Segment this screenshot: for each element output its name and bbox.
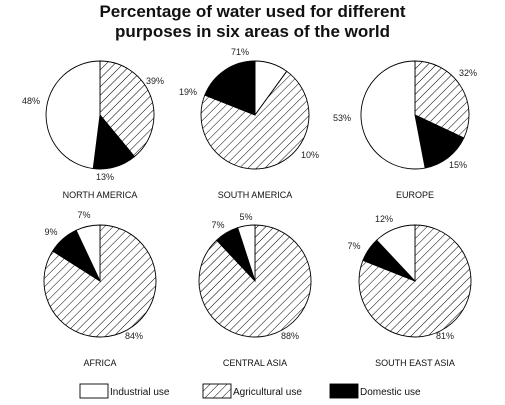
pie-slice-domestic — [414, 114, 465, 169]
pie-caption: SOUTH EAST ASIA — [375, 358, 455, 368]
slice-label: 88% — [281, 331, 299, 341]
legend-label-domestic: Domestic use — [360, 387, 421, 398]
slice-label: 71% — [231, 47, 249, 57]
slice-label: 81% — [436, 331, 454, 341]
pie-slice-industrial — [360, 60, 426, 170]
slice-label: 15% — [449, 160, 467, 170]
pie-slice-industrial — [237, 224, 256, 282]
slice-label: 39% — [146, 76, 164, 86]
legend-label-agricultural: Agricultural use — [233, 387, 302, 398]
pie-slice-agricultural — [414, 60, 470, 139]
slice-label: 7% — [211, 220, 224, 230]
pie-chart-3: 32% 15% 53% EUROPE — [333, 60, 477, 200]
chart-title-line-2: purposes in six areas of the world — [115, 22, 390, 41]
pie-slice-industrial — [75, 224, 101, 282]
pie-caption: AFRICA — [83, 358, 116, 368]
pie-slice-agricultural — [99, 60, 155, 158]
legend-swatch-industrial — [79, 383, 109, 399]
slice-label: 10% — [301, 150, 319, 160]
pie-slice-domestic — [204, 60, 256, 116]
legend-swatch-domestic — [329, 383, 359, 399]
slice-label: 19% — [179, 87, 197, 97]
chart-title-line-1: Percentage of water used for different — [99, 2, 406, 21]
slice-label: 32% — [459, 68, 477, 78]
pie-caption: NORTH AMERICA — [63, 190, 138, 200]
pie-chart-2: 10% 71% 19% SOUTH AMERICA — [179, 47, 319, 200]
slice-label: 7% — [77, 210, 90, 220]
pie-chart-4: 84% 9% 7% AFRICA — [43, 210, 157, 368]
pie-slice-agricultural — [200, 70, 310, 170]
slice-label: 7% — [347, 241, 360, 251]
pie-slice-industrial — [45, 60, 101, 170]
slice-label: 9% — [44, 227, 57, 237]
pie-chart-6: 81% 7% 12% SOUTH EAST ASIA — [347, 214, 472, 368]
slice-label: 53% — [333, 113, 351, 123]
slice-label: 12% — [375, 214, 393, 224]
legend-label-industrial: Industrial use — [110, 387, 170, 398]
pie-slice-agricultural — [43, 224, 157, 338]
pie-slice-industrial — [376, 224, 416, 283]
pie-caption: CENTRAL ASIA — [223, 358, 287, 368]
slice-label: 13% — [96, 172, 114, 182]
slice-label: 84% — [125, 331, 143, 341]
pie-caption: EUROPE — [396, 190, 434, 200]
pie-chart-5: 88% 7% 5% CENTRAL ASIA — [198, 212, 312, 368]
pie-caption: SOUTH AMERICA — [218, 190, 293, 200]
slice-label: 48% — [22, 96, 40, 106]
pie-chart-1: 39% 13% 48% NORTH AMERICA — [22, 60, 164, 200]
slice-label: 5% — [239, 212, 252, 222]
chart-title: Percentage of water used for different p… — [0, 2, 505, 42]
legend-swatch-agricultural — [202, 383, 232, 399]
